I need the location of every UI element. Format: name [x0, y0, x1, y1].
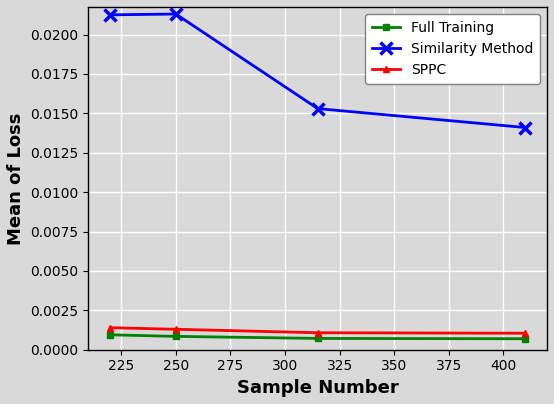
SPPC: [172, 327, 179, 332]
Similarity Method: [522, 125, 529, 130]
X-axis label: Sample Number: Sample Number: [237, 379, 399, 397]
Similarity Method: [315, 106, 321, 111]
SPPC: [315, 330, 321, 335]
Legend: Full Training, Similarity Method, SPPC: Full Training, Similarity Method, SPPC: [365, 14, 540, 84]
SPPC: [107, 325, 114, 330]
Full Training: [522, 336, 529, 341]
Y-axis label: Mean of Loss: Mean of Loss: [7, 112, 25, 244]
Similarity Method: [107, 13, 114, 17]
Full Training: [315, 336, 321, 341]
Line: SPPC: SPPC: [107, 324, 529, 337]
Similarity Method: [172, 12, 179, 17]
SPPC: [522, 331, 529, 336]
Line: Full Training: Full Training: [107, 331, 529, 342]
Full Training: [107, 332, 114, 337]
Full Training: [172, 334, 179, 339]
Line: Similarity Method: Similarity Method: [105, 8, 531, 133]
